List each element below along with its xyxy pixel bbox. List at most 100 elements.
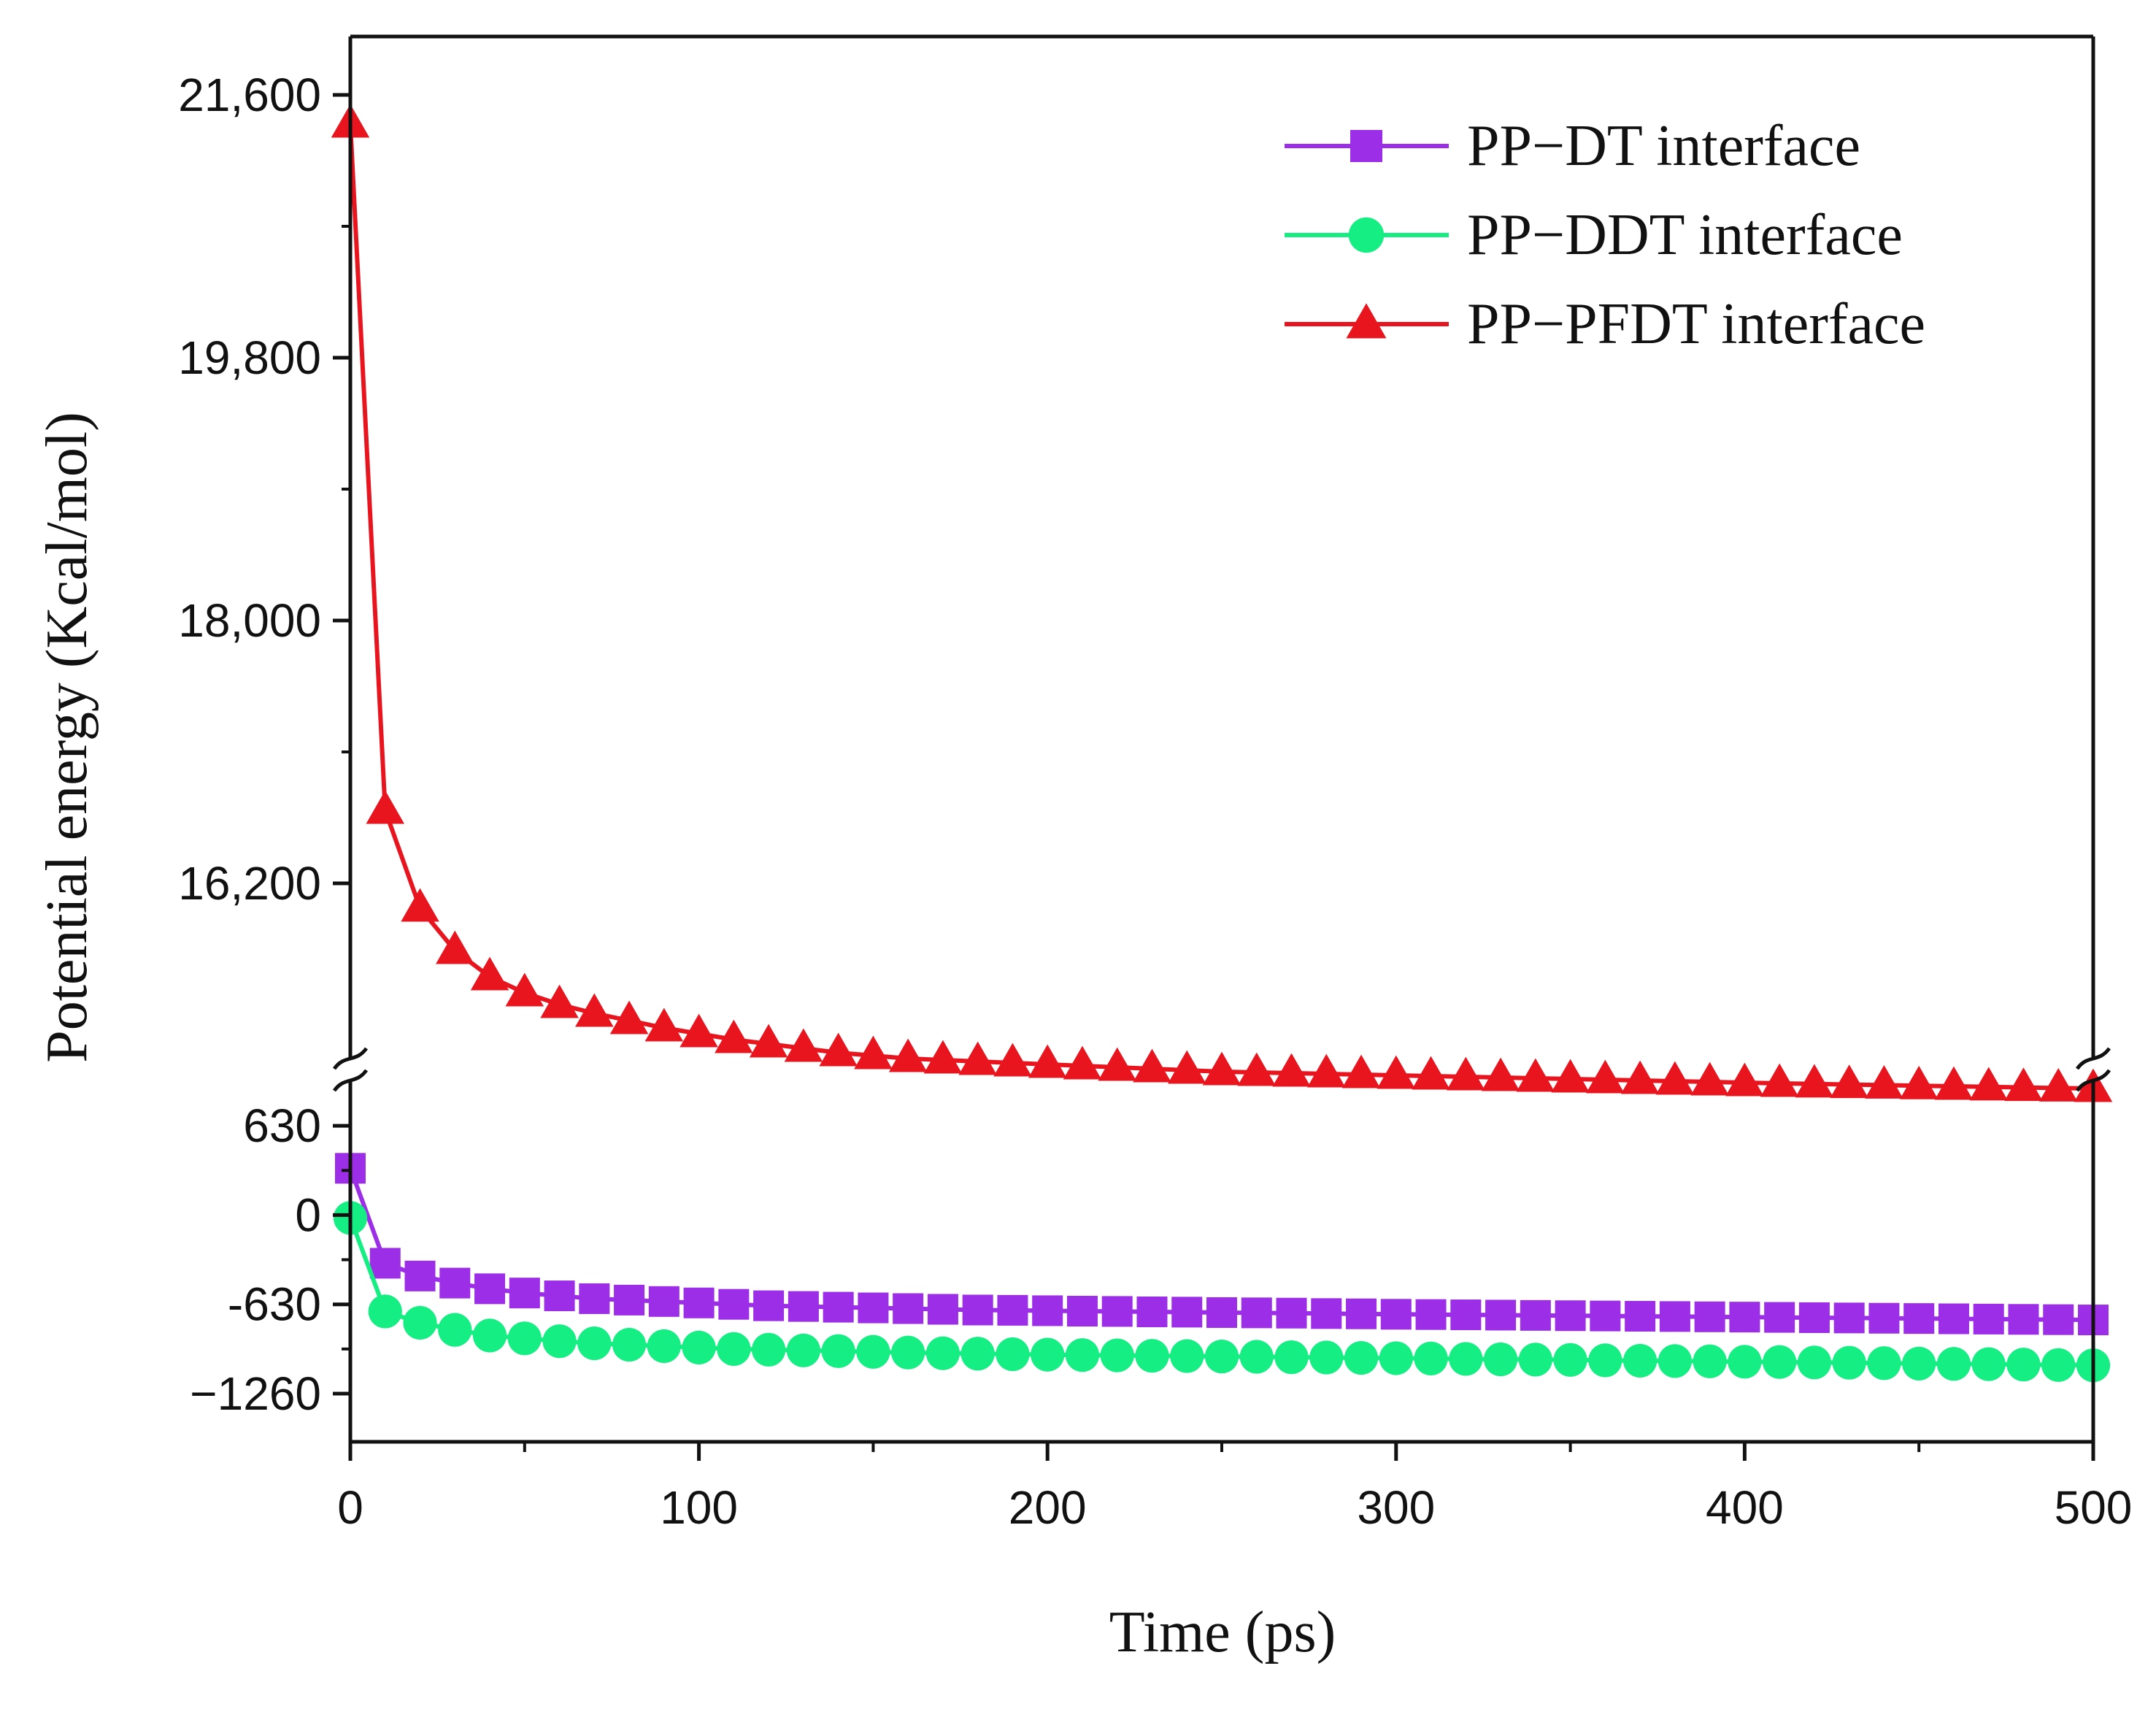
- data-point-triangle: [1447, 1056, 1485, 1091]
- data-point-triangle: [1516, 1058, 1555, 1092]
- x-tick-label: 0: [337, 1481, 363, 1534]
- data-point-triangle: [1795, 1064, 1834, 1098]
- data-point-triangle: [1760, 1063, 1799, 1097]
- data-point-square: [1520, 1299, 1551, 1331]
- data-point-circle: [1867, 1346, 1901, 1380]
- x-tick-label: 400: [1706, 1481, 1784, 1534]
- data-point-circle: [577, 1326, 612, 1361]
- data-point-circle: [368, 1294, 402, 1329]
- data-point-circle: [2006, 1348, 2041, 1382]
- x-axis-title: Time (ps): [1109, 1600, 1336, 1664]
- data-point-circle: [1379, 1341, 1413, 1375]
- data-point-circle: [472, 1318, 507, 1353]
- data-point-triangle: [1655, 1061, 1695, 1095]
- x-tick-label: 200: [1009, 1481, 1087, 1534]
- data-point-square: [1311, 1298, 1342, 1329]
- data-point-circle: [682, 1330, 716, 1365]
- series-line-square: [348, 1167, 2094, 1323]
- data-point-circle: [960, 1337, 995, 1371]
- legend: PP−DT interface PP−DDT interface PP−PFDT i…: [1285, 114, 1925, 356]
- data-point-square: [1241, 1297, 1272, 1329]
- data-point-triangle: [1969, 1067, 2008, 1101]
- data-point-circle: [507, 1321, 542, 1356]
- data-point-triangle: [575, 993, 614, 1027]
- data-point-circle: [1204, 1340, 1239, 1374]
- data-point-circle: [1518, 1343, 1552, 1377]
- data-point-circle: [1553, 1343, 1587, 1377]
- y-tick-label: −1260: [190, 1367, 321, 1420]
- data-point-square: [962, 1294, 993, 1326]
- data-point-circle: [786, 1333, 820, 1367]
- data-point-square: [1206, 1297, 1237, 1328]
- data-point-circle: [1658, 1344, 1692, 1378]
- y-tick-label: -630: [228, 1278, 321, 1331]
- x-axis-ticks: 0 100 200 300 400 500: [337, 1442, 2132, 1534]
- data-point-square: [2043, 1304, 2074, 1335]
- data-point-circle: [1414, 1341, 1448, 1375]
- data-point-square: [718, 1289, 750, 1320]
- data-point-triangle: [1167, 1050, 1206, 1084]
- data-point-triangle: [1620, 1060, 1660, 1094]
- data-point-square: [927, 1294, 958, 1325]
- data-point-square: [1659, 1301, 1690, 1332]
- data-point-triangle: [749, 1024, 788, 1058]
- y-tick-label: 630: [243, 1099, 321, 1152]
- data-point-square: [788, 1291, 819, 1322]
- data-point-circle: [925, 1336, 960, 1370]
- data-point-circle: [1135, 1339, 1169, 1373]
- data-point-square: [648, 1286, 679, 1317]
- data-point-triangle: [1412, 1056, 1450, 1090]
- legend-label: PP−DDT interface: [1467, 203, 1903, 267]
- data-point-circle: [2041, 1348, 2076, 1382]
- data-point-square: [683, 1287, 715, 1318]
- axis-break-mark: [2075, 1047, 2111, 1070]
- y-tick-label: 19,800: [178, 331, 321, 384]
- data-point-square: [614, 1284, 645, 1316]
- data-point-square: [544, 1280, 575, 1312]
- data-point-triangle: [854, 1035, 893, 1069]
- data-point-square: [1694, 1301, 1725, 1332]
- data-point-circle: [1797, 1345, 1832, 1380]
- legend-marker-circle: [1348, 217, 1385, 253]
- data-point-triangle: [1098, 1047, 1136, 1081]
- data-point-circle: [1065, 1338, 1100, 1372]
- data-point-circle: [1902, 1346, 1936, 1380]
- data-point-circle: [403, 1305, 437, 1340]
- data-point-square: [404, 1260, 436, 1291]
- data-point-square: [509, 1278, 540, 1309]
- lower-panel: [333, 1153, 2111, 1383]
- data-point-circle: [891, 1335, 925, 1370]
- data-point-square: [1136, 1296, 1168, 1327]
- data-point-triangle: [366, 790, 405, 824]
- data-point-triangle: [1237, 1052, 1277, 1086]
- data-point-triangle: [1307, 1053, 1346, 1088]
- data-point-triangle: [1830, 1064, 1868, 1099]
- data-point-triangle: [2038, 1068, 2078, 1102]
- data-point-square: [1066, 1296, 1098, 1327]
- data-point-square: [1380, 1299, 1412, 1330]
- data-point-triangle: [505, 972, 544, 1007]
- data-point-triangle: [609, 1000, 649, 1034]
- y-tick-label: 21,600: [178, 69, 321, 121]
- data-point-circle: [1309, 1340, 1344, 1375]
- x-tick-label: 100: [660, 1481, 738, 1534]
- legend-label: PP−PFDT interface: [1467, 292, 1925, 356]
- data-point-square: [1973, 1303, 2004, 1334]
- data-point-square: [1903, 1303, 1935, 1334]
- x-tick-label: 500: [2055, 1481, 2133, 1534]
- data-point-triangle: [1865, 1065, 1903, 1099]
- data-point-circle: [1274, 1340, 1309, 1375]
- axis-break-mark: [332, 1069, 369, 1092]
- data-point-triangle: [1899, 1065, 1939, 1099]
- data-point-square: [1833, 1302, 1865, 1334]
- data-point-square: [1450, 1299, 1482, 1331]
- data-point-circle: [612, 1327, 647, 1362]
- data-point-circle: [821, 1334, 855, 1368]
- data-point-circle: [438, 1313, 472, 1347]
- data-point-triangle: [1551, 1059, 1590, 1093]
- data-point-circle: [717, 1332, 751, 1366]
- data-point-triangle: [715, 1019, 753, 1053]
- data-point-square: [1276, 1297, 1307, 1329]
- data-point-triangle: [1377, 1055, 1416, 1089]
- data-point-triangle: [819, 1032, 858, 1067]
